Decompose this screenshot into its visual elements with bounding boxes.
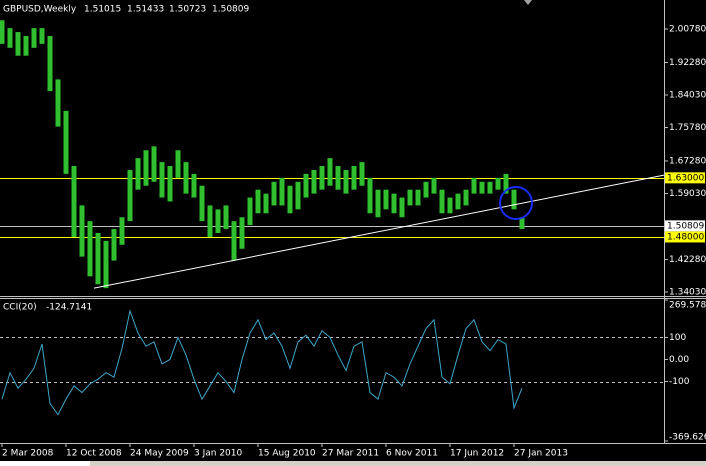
tab[interactable] bbox=[0, 461, 90, 466]
x-tick-label: 15 Aug 2010 bbox=[258, 449, 316, 459]
low-value: 1.50723 bbox=[169, 5, 206, 15]
high-value: 1.51433 bbox=[127, 5, 164, 15]
y-tick-label: 1.67280 bbox=[669, 156, 706, 166]
x-tick-label: 3 Jan 2010 bbox=[194, 449, 242, 459]
y-tick-label: 269.5789 bbox=[669, 301, 706, 311]
x-tick-label: 2 Mar 2008 bbox=[2, 449, 54, 459]
x-tick-label: 6 Nov 2011 bbox=[386, 449, 438, 459]
y-tick-label: -369.6264 bbox=[669, 433, 706, 443]
open-value: 1.51015 bbox=[84, 5, 121, 15]
price-label-box bbox=[665, 231, 705, 243]
x-tick-label: 24 May 2009 bbox=[130, 449, 189, 459]
y-tick-label: 1.42280 bbox=[669, 255, 706, 265]
y-tick-label: 0.00 bbox=[669, 355, 689, 365]
y-tick-label: 1.75780 bbox=[669, 123, 706, 133]
y-tick-label: 1.59030 bbox=[669, 189, 706, 199]
x-tick-label: 12 Oct 2008 bbox=[66, 449, 122, 459]
price-label-box bbox=[665, 172, 705, 184]
indicator-line bbox=[1, 309, 523, 416]
chart-shift-marker bbox=[524, 0, 532, 5]
y-tick-label: 1.84030 bbox=[669, 90, 706, 100]
y-tick-label: 1.92280 bbox=[669, 58, 706, 68]
current-price-box bbox=[665, 220, 705, 232]
y-tick-label: 100 bbox=[669, 333, 686, 343]
close-value: 1.50809 bbox=[212, 5, 249, 15]
price-label: 1.48000 bbox=[667, 232, 704, 242]
indicator-value: -124.7141 bbox=[46, 303, 92, 313]
chart-title: GBPUSD,Weekly bbox=[3, 5, 77, 15]
indicator-title: CCI(20) bbox=[3, 303, 37, 313]
x-tick-label: 17 Jun 2012 bbox=[450, 449, 504, 459]
tab-bar bbox=[0, 461, 706, 466]
y-tick-label: -100 bbox=[669, 377, 690, 387]
y-tick-label: 1.34030 bbox=[669, 287, 706, 297]
trendline bbox=[93, 174, 665, 289]
x-tick-label: 27 Mar 2011 bbox=[322, 449, 379, 459]
y-tick-label: 2.00780 bbox=[669, 24, 706, 34]
x-tick-label: 27 Jan 2013 bbox=[514, 449, 568, 459]
current-price-label: 1.50809 bbox=[667, 221, 704, 231]
annotation-circle bbox=[499, 186, 533, 220]
price-label: 1.63000 bbox=[667, 173, 704, 183]
